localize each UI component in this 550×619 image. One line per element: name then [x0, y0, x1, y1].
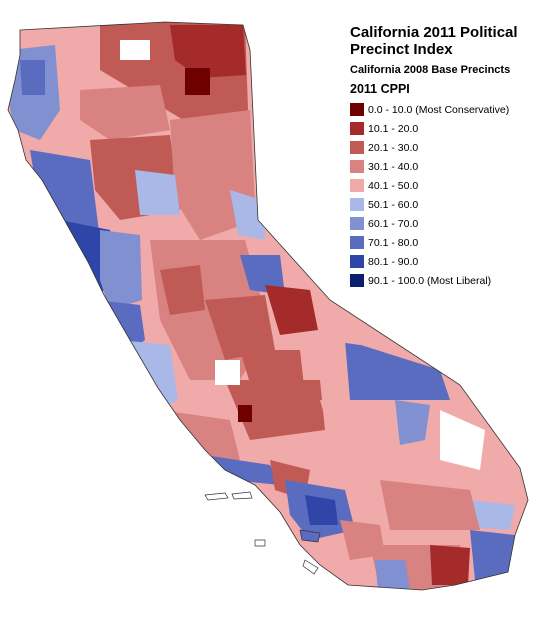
legend-swatch [350, 236, 364, 249]
region-riverside [380, 480, 480, 530]
legend-label: 20.1 - 30.0 [368, 141, 419, 154]
region-san-diego-coast [375, 560, 410, 590]
region-kern [225, 380, 325, 440]
region-monterey [120, 340, 178, 410]
no-data-area-4 [215, 360, 240, 385]
legend-title: 2011 CPPI [350, 82, 410, 96]
map-title-line2: Precinct Index [350, 41, 453, 58]
region-santa-barbara [205, 455, 280, 485]
region-south-conservative [430, 545, 470, 585]
region-modoc [170, 25, 246, 78]
region-kern-hotspot [238, 405, 252, 422]
legend-item: 70.1 - 80.0 [350, 233, 509, 252]
region-mono [240, 255, 285, 295]
legend-swatch [350, 122, 364, 135]
legend-label: 30.1 - 40.0 [368, 160, 419, 173]
channel-island-2 [231, 491, 253, 500]
legend-label: 90.1 - 100.0 (Most Liberal) [368, 274, 492, 287]
legend-item: 0.0 - 10.0 (Most Conservative) [350, 100, 509, 119]
region-la-central [305, 495, 338, 525]
region-imperial [470, 530, 515, 580]
legend-swatch [350, 255, 364, 268]
legend-item: 60.1 - 70.0 [350, 214, 509, 233]
legend-item: 90.1 - 100.0 (Most Liberal) [350, 271, 509, 290]
region-stanislaus [160, 265, 205, 315]
legend-label: 40.1 - 50.0 [368, 179, 419, 192]
map-title-line1: California 2011 Political [350, 24, 518, 41]
legend-swatch [350, 103, 364, 116]
legend-item: 10.1 - 20.0 [350, 119, 509, 138]
map-subtitle: California 2008 Base Precincts [350, 64, 511, 76]
california-outline [7, 21, 529, 591]
legend-swatch [350, 198, 364, 211]
legend-swatch [350, 217, 364, 230]
no-data-area-1 [120, 40, 150, 60]
region-humboldt [20, 60, 45, 95]
legend-swatch [350, 179, 364, 192]
legend-label: 50.1 - 60.0 [368, 198, 419, 211]
legend-item: 30.1 - 40.0 [350, 157, 509, 176]
legend-label: 70.1 - 80.0 [368, 236, 419, 249]
channel-island-4 [299, 529, 321, 543]
no-data-area-3 [440, 410, 485, 470]
legend-item: 50.1 - 60.0 [350, 195, 509, 214]
channel-island-5 [302, 559, 319, 575]
region-mariposa [265, 285, 318, 335]
legend-item: 20.1 - 30.0 [350, 138, 509, 157]
legend-swatch [350, 274, 364, 287]
legend-swatch [350, 160, 364, 173]
region-sacramento [135, 170, 180, 215]
legend-item: 80.1 - 90.0 [350, 252, 509, 271]
channel-island-3 [254, 539, 266, 547]
legend-label: 60.1 - 70.0 [368, 217, 419, 230]
region-desert-blue-2 [470, 500, 515, 530]
legend: 0.0 - 10.0 (Most Conservative) 10.1 - 20… [350, 100, 509, 290]
region-east-bay [100, 230, 142, 310]
region-shasta-area [80, 85, 170, 140]
legend-label: 0.0 - 10.0 (Most Conservative) [368, 103, 510, 116]
legend-label: 10.1 - 20.0 [368, 122, 419, 135]
legend-swatch [350, 141, 364, 154]
legend-item: 40.1 - 50.0 [350, 176, 509, 195]
region-fresno [205, 295, 275, 360]
region-desert-blue-1 [395, 400, 430, 445]
region-inyo-east [345, 340, 450, 400]
legend-label: 80.1 - 90.0 [368, 255, 419, 268]
map-title: California 2011 Political Precinct Index [350, 24, 540, 58]
channel-island-1 [204, 492, 229, 501]
region-tahoe [230, 190, 265, 240]
region-lassen-precinct [185, 68, 210, 95]
